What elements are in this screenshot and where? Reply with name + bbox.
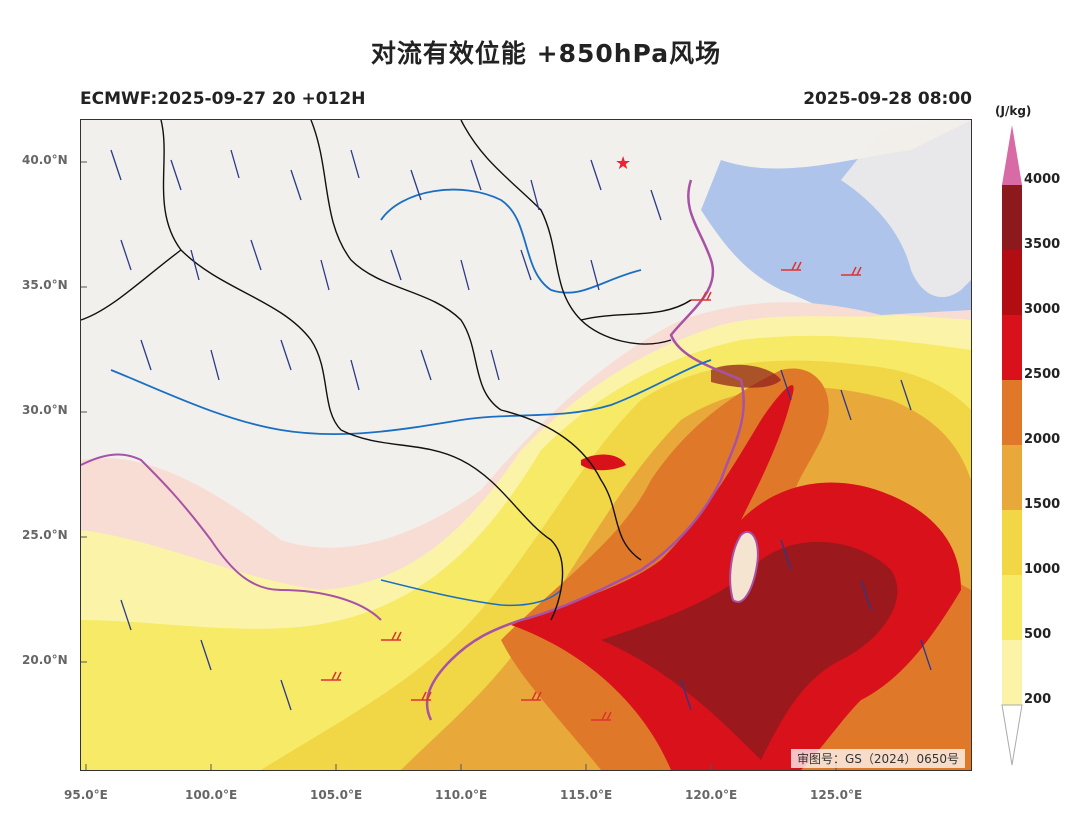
pearl-river [380,579,562,607]
colorbar-segment-1500-2000 [1002,445,1022,510]
colorbar-label-4000: 4000 [1024,172,1061,187]
valid-time-label: 2025-09-28 08:00 [803,89,972,109]
lon-label-110: 110.0°E [435,788,488,802]
yangtze-river [110,359,712,436]
colorbar-segment-200-500 [1002,640,1022,705]
china-coastline [425,179,745,721]
province-borders [81,120,692,621]
colorbar-label-3500: 3500 [1024,237,1061,252]
lat-label-30: 30.0°N [22,403,68,417]
colorbar-segment-3500-4000 [1002,185,1022,250]
colorbar-segment-500-1000 [1002,575,1022,640]
lat-label-40: 40.0°N [22,153,68,167]
colorbar-segment-2000-2500 [1002,380,1022,445]
wind-barbs-blue [110,149,932,711]
lon-label-120: 120.0°E [685,788,738,802]
colorbar-label-500: 500 [1024,627,1052,642]
colorbar-segment-2500-3000 [1002,315,1022,380]
chart-title: 对流有效位能 +850hPa风场 [370,39,722,68]
cape-map [81,120,971,770]
colorbar-segment-3000-3500 [1002,250,1022,315]
taiwan-island [729,530,759,603]
colorbar-bottom-arrow [1001,704,1023,766]
colorbar-unit: (J/kg) [995,104,1032,118]
model-run-label: ECMWF:2025-09-27 20 +012H [80,89,366,109]
tick-marks [81,161,837,770]
colorbar-label-1500: 1500 [1024,497,1061,512]
korea-landmass [841,120,971,298]
yellow-river [380,188,642,294]
wind-barbs-red [321,261,862,721]
western-border [81,453,382,621]
lat-label-35: 35.0°N [22,278,68,292]
lon-label-115: 115.0°E [560,788,613,802]
approval-number: 审图号：GS（2024）0650号 [791,749,965,768]
colorbar-segment-1000-1500 [1002,510,1022,575]
map-panel[interactable]: ★ 审图号：GS（2024）0650号 [80,119,972,771]
colorbar-label-2000: 2000 [1024,432,1061,447]
lat-label-20: 20.0°N [22,653,68,667]
lat-label-25: 25.0°N [22,528,68,542]
lon-label-105: 105.0°E [310,788,363,802]
cape-hotspot-north [711,364,781,388]
colorbar-label-3000: 3000 [1024,302,1061,317]
red-star-icon: ★ [615,153,632,174]
lon-label-100: 100.0°E [185,788,238,802]
colorbar-label-2500: 2500 [1024,367,1061,382]
colorbar-label-200: 200 [1024,692,1052,707]
cape-3500-area [601,541,898,760]
lon-label-95: 95.0°E [64,788,108,802]
colorbar-label-1000: 1000 [1024,562,1061,577]
lon-label-125: 125.0°E [810,788,863,802]
colorbar [1001,125,1023,766]
colorbar-top-arrow [1002,125,1022,185]
